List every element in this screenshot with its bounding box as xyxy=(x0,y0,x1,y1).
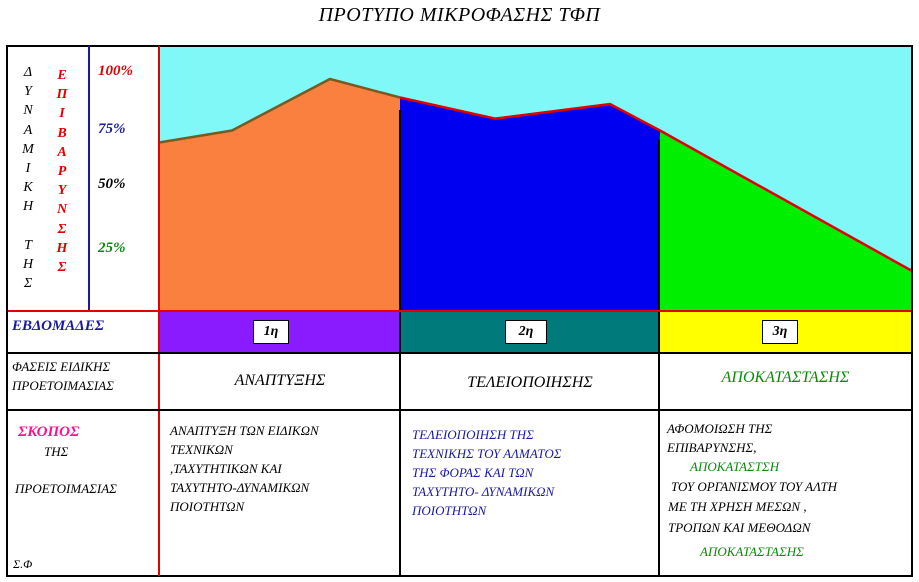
divider-week2-week3 xyxy=(658,140,660,576)
phase-recovery: ΑΠΟΚΑΤΑΣΤΑΣΗΣ xyxy=(721,369,850,386)
area-week-2 xyxy=(400,97,660,310)
phase-development: ΑΝΑΠΤΥΞΗΣ xyxy=(234,372,326,389)
percent-75: 75% xyxy=(98,121,126,137)
purpose-week-3-line7: ΑΠΟΚΑΤΑΣΤΑΣΗΣ xyxy=(700,544,804,559)
phase-perfection: ΤΕΛΕΙΟΠΟΙΗΣΗΣ xyxy=(467,374,593,391)
phases-row-label: ΦΑΣΕΙΣ ΕΙΔΙΚΗΣ ΠΡΟΕΤΟΙΜΑΣΙΑΣ xyxy=(12,359,114,393)
load-profile-line xyxy=(399,96,912,272)
weeks-row-label: ΕΒΔΟΜΑΔΕΣ xyxy=(12,318,104,334)
purpose-week-3-line1: ΑΦΟΜΟΙΩΣΗ ΤΗΣ xyxy=(667,421,773,436)
purpose-week-3-line4: ΤΟΥ ΟΡΓΑΝΙΣΜΟΥ ΤΟΥ ΑΛΤΗ xyxy=(671,479,838,494)
week-3-label: 3η xyxy=(762,320,798,344)
page-title: ΠΡΟΤΥΠΟ ΜΙΚΡΟΦΑΣΗΣ ΤΦΠ xyxy=(318,4,601,26)
purpose-of-label: ΤΗΣ xyxy=(44,444,69,459)
week-1-label: 1η xyxy=(253,320,289,344)
purpose-week-3-line3: ΑΠΟΚΑΤΑΣΤΣΗ xyxy=(690,459,780,474)
percent-50: 50% xyxy=(98,176,126,192)
table-frame xyxy=(6,45,913,577)
dynamics-vertical-label: Δ Υ Ν Α Μ Ι Κ Η Τ Η Σ xyxy=(22,65,34,292)
area-week-3 xyxy=(660,130,911,310)
load-vertical-label: Ε Π Ι Β Α Ρ Υ Ν Σ Η Σ xyxy=(56,68,68,276)
purpose-week-3-line2: ΕΠΙΒΑΡΥΝΣΗΣ, xyxy=(667,440,757,455)
footer-note: Σ.Φ xyxy=(13,557,33,571)
purpose-title: ΣΚΟΠΟΣ xyxy=(18,424,80,440)
purpose-week-3-line5: ΜΕ ΤΗ ΧΡΗΣΗ ΜΕΣΩΝ , xyxy=(668,499,807,514)
purpose-prep-label: ΠΡΟΕΤΟΙΜΑΣΙΑΣ xyxy=(15,481,117,496)
divider-week1-week2 xyxy=(399,110,401,576)
weeks-row-bottom xyxy=(8,352,911,354)
area-week-1 xyxy=(160,79,400,310)
chart-bottom-line xyxy=(8,310,911,312)
percent-25: 25% xyxy=(98,240,126,256)
percent-divider xyxy=(88,46,90,310)
purpose-week-1: ΑΝΑΠΤΥΞΗ ΤΩΝ ΕΙΔΙΚΩΝ ΤΕΧΝΙΚΩΝ ,ΤΑΧΥΤΗΤΙΚ… xyxy=(170,423,319,514)
week-2-label: 2η xyxy=(505,320,547,344)
load-profile-line-week1 xyxy=(159,77,401,144)
percent-100: 100% xyxy=(98,63,133,79)
purpose-week-3-line6: ΤΡΟΠΩΝ ΚΑΙ ΜΕΘΟΔΩΝ xyxy=(668,520,811,535)
phases-row-bottom xyxy=(8,409,911,411)
purpose-week-2: ΤΕΛΕΙΟΠΟΙΗΣΗ ΤΗΣ ΤΕΧΝΙΚΗΣ ΤΟΥ ΑΛΜΑΤΟΣ ΤΗ… xyxy=(412,427,562,518)
